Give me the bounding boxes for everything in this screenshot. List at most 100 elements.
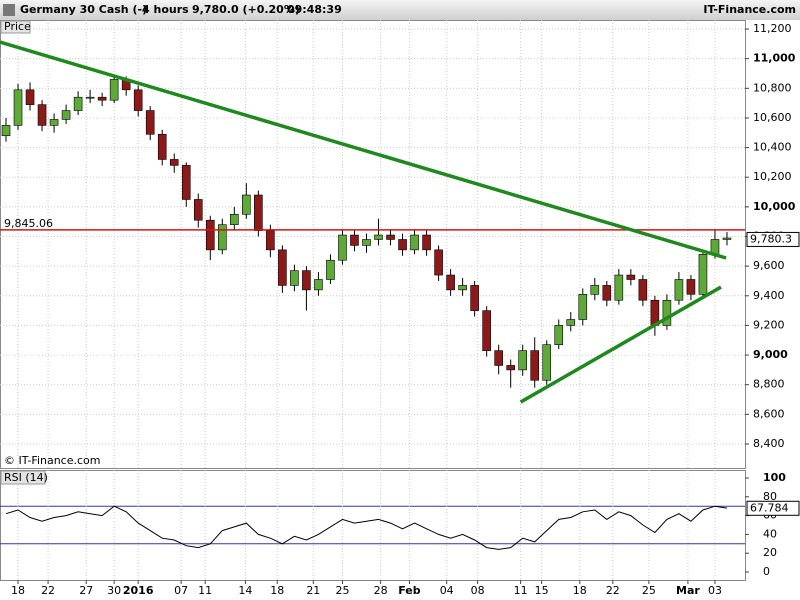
candle-body bbox=[13, 89, 23, 126]
x-tick-label: 11 bbox=[514, 584, 528, 597]
candle-body bbox=[97, 96, 107, 101]
x-tick-label: 30 bbox=[107, 584, 121, 597]
candle-body bbox=[578, 294, 588, 320]
candle-body bbox=[157, 133, 167, 160]
candle-body bbox=[482, 310, 491, 351]
candle-body bbox=[217, 224, 227, 251]
x-tick-label: 25 bbox=[642, 584, 656, 597]
x-tick-label: 21 bbox=[306, 584, 320, 597]
panel-label-box bbox=[0, 20, 31, 34]
x-tick-label: 27 bbox=[79, 584, 93, 597]
candle-body bbox=[350, 234, 359, 246]
x-tick-label: 2016 bbox=[123, 584, 154, 597]
candle-body bbox=[410, 234, 419, 251]
y-tick-label: 100 bbox=[763, 471, 786, 484]
candle-body bbox=[398, 239, 407, 251]
candle-body bbox=[626, 274, 636, 280]
x-tick-label: 15 bbox=[535, 584, 549, 597]
x-tick-label: Mar bbox=[676, 584, 700, 597]
y-tick-label: 8,800 bbox=[753, 378, 785, 391]
y-tick-label: 8,600 bbox=[753, 407, 785, 420]
candle-body bbox=[506, 365, 515, 371]
candle-body bbox=[242, 194, 251, 215]
candle-body bbox=[614, 274, 624, 301]
candle-body bbox=[290, 270, 299, 286]
y-tick-label: 0 bbox=[763, 565, 770, 578]
y-tick-label: 9,200 bbox=[753, 318, 785, 331]
candle-body bbox=[422, 234, 431, 251]
x-tick-label: 18 bbox=[270, 584, 284, 597]
candle-body bbox=[73, 96, 83, 111]
candle-body bbox=[278, 249, 287, 286]
candle-body bbox=[302, 270, 311, 291]
header-brand: IT-Finance.com bbox=[703, 3, 796, 16]
candle-body bbox=[254, 194, 263, 231]
x-tick-label: 28 bbox=[374, 584, 388, 597]
x-tick-label: 18 bbox=[11, 584, 25, 597]
y-tick-label: 9,400 bbox=[753, 289, 785, 302]
rsi-line bbox=[5, 505, 728, 550]
candle-body bbox=[37, 104, 47, 126]
y-tick-label: 9,000 bbox=[753, 348, 788, 361]
x-tick-label: 04 bbox=[440, 584, 454, 597]
y-tick-label: 10,200 bbox=[753, 170, 792, 183]
candle-body bbox=[1, 125, 11, 137]
panel-label: Price bbox=[4, 20, 31, 33]
candle-body bbox=[686, 279, 696, 295]
header-quote: 9,780.0 (+0.20%) bbox=[192, 3, 300, 16]
y-tick-label: 10,600 bbox=[753, 111, 792, 124]
candle-body bbox=[49, 119, 59, 126]
y-tick-label: 10,800 bbox=[753, 81, 792, 94]
candle-body bbox=[446, 274, 455, 291]
candle-body bbox=[169, 159, 179, 166]
y-tick-label: 11,000 bbox=[753, 52, 796, 65]
candle-body bbox=[374, 234, 383, 240]
trendline bbox=[519, 285, 722, 404]
candle-body bbox=[434, 249, 443, 276]
candle-body bbox=[458, 285, 467, 291]
y-tick-label: 10,000 bbox=[753, 200, 796, 213]
candle-body bbox=[326, 259, 335, 280]
x-tick-label: 11 bbox=[198, 584, 212, 597]
candle-body bbox=[638, 279, 648, 301]
candle-body bbox=[698, 253, 708, 295]
x-tick-label: 07 bbox=[174, 584, 188, 597]
candle-body bbox=[674, 279, 684, 301]
price-panel bbox=[0, 20, 746, 469]
panel-label-box bbox=[0, 470, 46, 485]
y-tick-label: 40 bbox=[763, 527, 777, 540]
candle-body bbox=[662, 299, 672, 326]
candle-body bbox=[554, 325, 564, 345]
candle-body bbox=[518, 350, 528, 371]
header-bar bbox=[0, 0, 800, 20]
x-tick-label: 22 bbox=[41, 584, 55, 597]
header-icon bbox=[3, 4, 15, 16]
y-tick-label: 9,600 bbox=[753, 259, 785, 272]
candle-body bbox=[109, 79, 119, 101]
panel-label: RSI (14) bbox=[4, 471, 48, 484]
candle-body bbox=[181, 165, 191, 200]
candle-body bbox=[338, 234, 347, 261]
header-title: Germany 30 Cash (-) bbox=[20, 3, 147, 16]
candle-body bbox=[590, 285, 600, 295]
last-price-label: 9,780.3 bbox=[750, 232, 792, 245]
y-tick-label: 20 bbox=[763, 546, 777, 559]
x-tick-label: 08 bbox=[471, 584, 485, 597]
rsi-panel bbox=[0, 470, 746, 581]
last-price-box bbox=[746, 231, 800, 247]
x-tick-label: 18 bbox=[573, 584, 587, 597]
candle-body bbox=[530, 350, 540, 381]
y-tick-label: 80 bbox=[763, 490, 777, 503]
x-tick-label: 22 bbox=[606, 584, 620, 597]
candle-body bbox=[542, 344, 552, 381]
x-tick-label: 03 bbox=[708, 584, 722, 597]
header-time: 09:48:39 bbox=[287, 3, 342, 16]
last-rsi-box bbox=[746, 500, 800, 516]
candle-body bbox=[230, 213, 239, 225]
candle-body bbox=[266, 230, 275, 251]
watermark: © IT-Finance.com bbox=[4, 454, 101, 467]
candle-body bbox=[602, 285, 612, 301]
candle-body bbox=[470, 285, 479, 311]
candle-body bbox=[386, 234, 395, 240]
